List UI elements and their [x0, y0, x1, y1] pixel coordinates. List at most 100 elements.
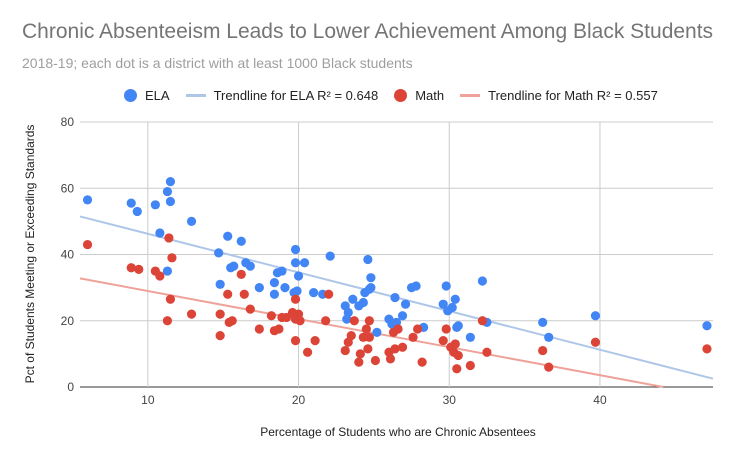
point-math: [227, 316, 237, 326]
point-ela: [236, 236, 246, 246]
point-math: [340, 345, 350, 356]
point-math: [452, 364, 462, 374]
point-math: [162, 316, 173, 326]
point-ela: [229, 261, 239, 271]
point-ela: [590, 311, 601, 321]
point-math: [364, 316, 374, 326]
point-math: [290, 294, 301, 304]
point-math: [302, 347, 313, 357]
point-math: [155, 271, 165, 281]
y-tick-label: 80: [61, 115, 75, 129]
point-math: [370, 355, 380, 366]
point-ela: [702, 321, 712, 331]
point-math: [164, 233, 174, 243]
point-math: [453, 350, 463, 361]
point-math: [385, 354, 396, 364]
point-ela: [438, 299, 448, 309]
point-ela: [538, 317, 548, 328]
point-ela: [277, 266, 287, 276]
point-ela: [280, 283, 290, 293]
point-ela: [254, 283, 264, 293]
point-math: [397, 342, 408, 352]
point-ela: [214, 248, 224, 258]
point-math: [134, 264, 144, 275]
point-ela: [450, 294, 460, 304]
point-math: [82, 239, 93, 250]
x-axis-title: Percentage of Students who are Chronic A…: [260, 425, 536, 439]
point-ela: [215, 279, 225, 289]
point-math: [355, 349, 365, 359]
point-math: [413, 324, 423, 334]
point-ela: [342, 314, 352, 324]
point-math: [239, 289, 249, 299]
point-math: [245, 304, 255, 314]
point-ela: [290, 258, 301, 268]
point-ela: [299, 258, 310, 268]
point-ela: [269, 289, 280, 299]
point-ela: [82, 195, 93, 205]
point-ela: [165, 177, 176, 187]
point-ela: [290, 244, 301, 255]
point-ela: [162, 186, 173, 197]
y-axis-title: Pct of Students Meeting or Exceeding Sta…: [23, 125, 37, 384]
point-math: [363, 344, 373, 354]
point-math: [223, 289, 233, 299]
point-ela: [358, 297, 368, 308]
point-ela: [155, 228, 165, 238]
point-ela: [465, 332, 475, 342]
legend-swatch-math-trendline: [460, 93, 481, 97]
y-tick-label: 60: [61, 181, 75, 195]
point-ela: [397, 311, 408, 321]
point-math: [390, 344, 400, 354]
point-ela: [447, 302, 457, 313]
point-math: [590, 337, 601, 347]
data-points: [82, 177, 712, 374]
point-ela: [544, 332, 554, 342]
chart-title: Chronic Absenteeism Leads to Lower Achie…: [22, 20, 714, 43]
point-math: [290, 336, 301, 346]
point-ela: [366, 283, 376, 293]
legend-item-ela-trendline: Trendline for ELA R² = 0.648: [185, 88, 378, 103]
legend-label-math: Math: [415, 87, 445, 103]
point-math: [477, 316, 488, 326]
point-math: [126, 263, 136, 273]
legend-label-ela: ELA: [145, 87, 170, 103]
point-math: [441, 324, 451, 334]
point-math: [393, 324, 403, 334]
point-ela: [453, 321, 463, 331]
point-ela: [165, 196, 176, 207]
legend: ELA Trendline for ELA R² = 0.648 Math Tr…: [124, 85, 674, 105]
point-math: [165, 294, 176, 304]
legend-swatch-ela: [124, 88, 137, 102]
x-tick-label: 10: [141, 393, 155, 407]
point-ela: [441, 281, 451, 291]
legend-swatch-math: [394, 88, 408, 102]
point-ela: [411, 281, 421, 291]
point-math: [438, 336, 448, 346]
y-tick-label: 40: [61, 248, 75, 262]
trendline-math: [79, 277, 664, 388]
point-math: [310, 336, 320, 346]
point-ela: [126, 198, 136, 208]
legend-swatch-ela-trendline: [185, 93, 206, 97]
point-ela: [325, 251, 335, 261]
point-ela: [150, 200, 160, 210]
point-ela: [132, 206, 142, 217]
point-math: [450, 339, 460, 349]
point-ela: [223, 231, 233, 241]
legend-item-math: Math: [394, 88, 444, 103]
point-math: [274, 324, 284, 334]
point-math: [215, 309, 225, 319]
point-math: [266, 311, 277, 321]
chart-subtitle: 2018-19; each dot is a district with at …: [22, 55, 413, 71]
point-ela: [372, 327, 382, 337]
point-ela: [269, 278, 280, 288]
point-math: [465, 360, 475, 371]
point-math: [349, 316, 359, 326]
point-ela: [162, 266, 173, 276]
point-math: [324, 289, 334, 299]
point-ela: [348, 294, 358, 304]
point-math: [544, 362, 554, 372]
point-math: [538, 345, 548, 356]
point-math: [364, 332, 374, 342]
